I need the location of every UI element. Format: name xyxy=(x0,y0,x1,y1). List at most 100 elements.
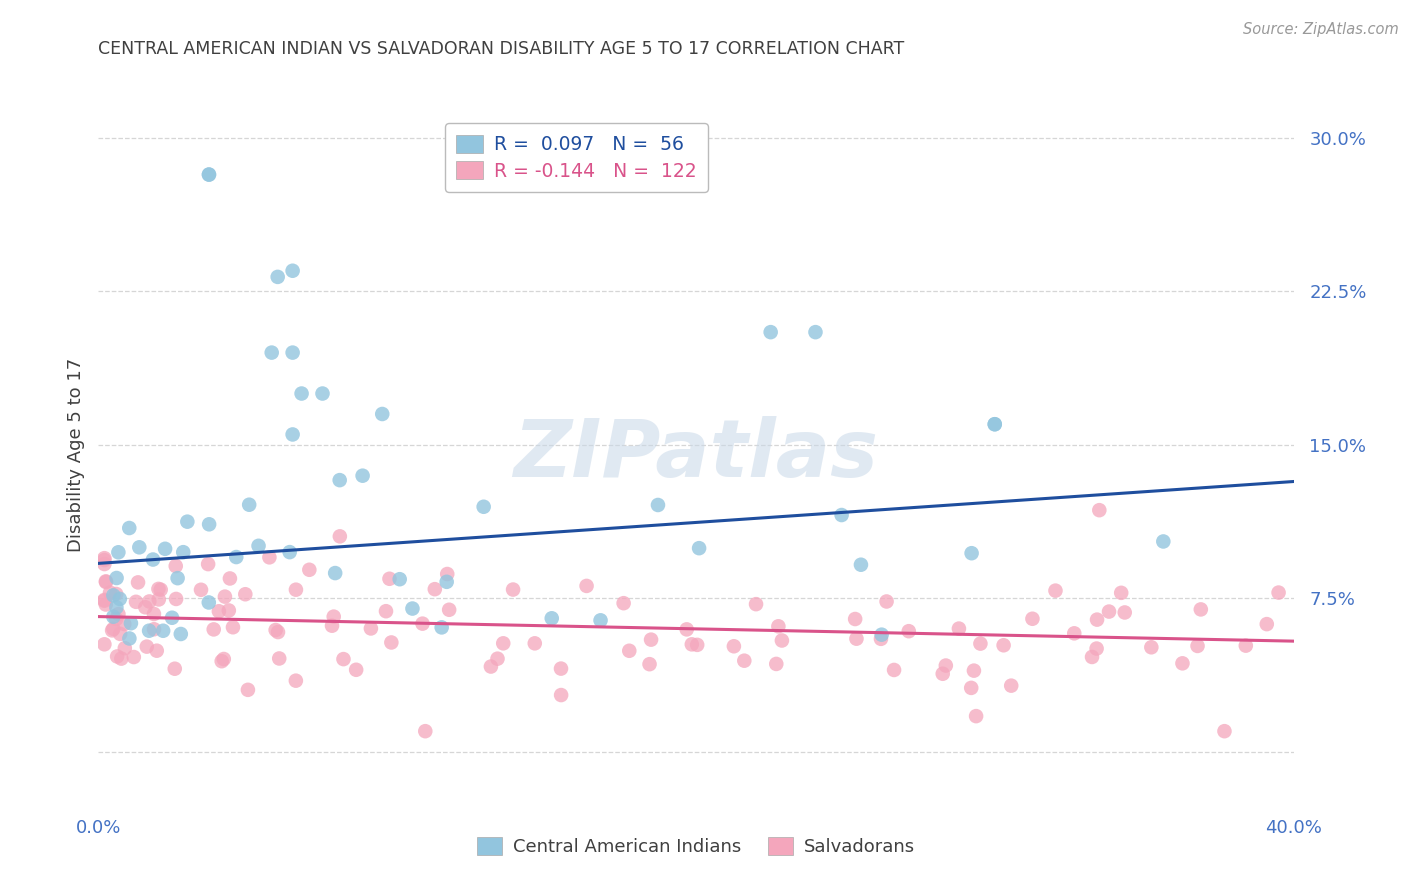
Text: Source: ZipAtlas.com: Source: ZipAtlas.com xyxy=(1243,22,1399,37)
Point xyxy=(197,557,219,571)
Point xyxy=(214,590,236,604)
Legend: Central American Indians, Salvadorans: Central American Indians, Salvadorans xyxy=(470,830,922,863)
Point xyxy=(412,616,434,631)
Point xyxy=(103,622,125,636)
Point xyxy=(198,517,221,532)
Point xyxy=(135,640,157,654)
Point xyxy=(388,572,411,586)
Point xyxy=(233,587,256,601)
Point xyxy=(845,632,868,646)
Point xyxy=(278,545,301,559)
Point xyxy=(1234,639,1257,653)
Point xyxy=(675,623,697,637)
Point xyxy=(120,616,142,631)
Point xyxy=(170,627,193,641)
Point xyxy=(849,558,872,572)
Point xyxy=(733,654,755,668)
Point xyxy=(550,688,572,702)
Point xyxy=(969,637,991,651)
Point xyxy=(259,550,281,565)
Point xyxy=(93,593,115,607)
Point xyxy=(430,620,453,634)
Point xyxy=(768,619,790,633)
Point xyxy=(935,658,957,673)
Point xyxy=(267,625,290,640)
Point xyxy=(965,709,987,723)
Point xyxy=(322,609,344,624)
Point xyxy=(472,500,495,514)
Point xyxy=(1152,534,1174,549)
Point xyxy=(198,168,221,182)
Point xyxy=(142,552,165,566)
Point xyxy=(360,622,382,636)
Point xyxy=(436,574,458,589)
Point xyxy=(1063,626,1085,640)
Point xyxy=(190,582,212,597)
Point xyxy=(759,325,782,339)
Point xyxy=(145,643,167,657)
Point xyxy=(238,498,260,512)
Text: CENTRAL AMERICAN INDIAN VS SALVADORAN DISABILITY AGE 5 TO 17 CORRELATION CHART: CENTRAL AMERICAN INDIAN VS SALVADORAN DI… xyxy=(98,40,904,58)
Point xyxy=(93,557,115,571)
Point xyxy=(1213,724,1236,739)
Point xyxy=(575,579,598,593)
Point xyxy=(1187,639,1209,653)
Point xyxy=(1267,585,1289,599)
Point xyxy=(960,546,983,560)
Point xyxy=(138,624,160,638)
Point xyxy=(1088,503,1111,517)
Point xyxy=(198,168,221,182)
Point xyxy=(375,604,398,618)
Point xyxy=(437,603,460,617)
Point xyxy=(247,539,270,553)
Point xyxy=(122,650,145,665)
Point xyxy=(118,521,141,535)
Point xyxy=(540,611,562,625)
Point xyxy=(1098,605,1121,619)
Point xyxy=(932,666,955,681)
Point xyxy=(98,585,121,599)
Point xyxy=(329,473,352,487)
Point xyxy=(118,632,141,646)
Point xyxy=(197,595,219,609)
Point xyxy=(148,582,170,596)
Point xyxy=(550,662,572,676)
Point xyxy=(281,427,304,442)
Point xyxy=(1109,586,1132,600)
Point xyxy=(523,636,546,650)
Point xyxy=(413,724,436,739)
Point xyxy=(1256,617,1278,632)
Point xyxy=(613,596,636,610)
Point xyxy=(1085,641,1108,656)
Point xyxy=(138,594,160,608)
Point xyxy=(142,607,165,621)
Point xyxy=(883,663,905,677)
Point xyxy=(311,386,333,401)
Point xyxy=(479,659,502,673)
Point xyxy=(436,567,458,582)
Point xyxy=(128,541,150,555)
Point xyxy=(103,609,125,624)
Point xyxy=(152,624,174,638)
Point xyxy=(149,582,172,597)
Point xyxy=(1140,640,1163,655)
Point xyxy=(107,607,129,622)
Point xyxy=(108,627,131,641)
Point xyxy=(281,264,304,278)
Point xyxy=(267,269,290,284)
Point xyxy=(589,613,612,627)
Point xyxy=(323,566,346,580)
Point xyxy=(870,628,893,642)
Point xyxy=(1085,613,1108,627)
Point xyxy=(876,594,898,608)
Point xyxy=(202,623,225,637)
Point xyxy=(148,592,170,607)
Point xyxy=(770,633,793,648)
Point xyxy=(260,345,283,359)
Point xyxy=(114,641,136,656)
Point xyxy=(329,529,352,543)
Point xyxy=(172,545,194,559)
Point xyxy=(134,600,156,615)
Point xyxy=(1000,679,1022,693)
Point xyxy=(143,622,166,636)
